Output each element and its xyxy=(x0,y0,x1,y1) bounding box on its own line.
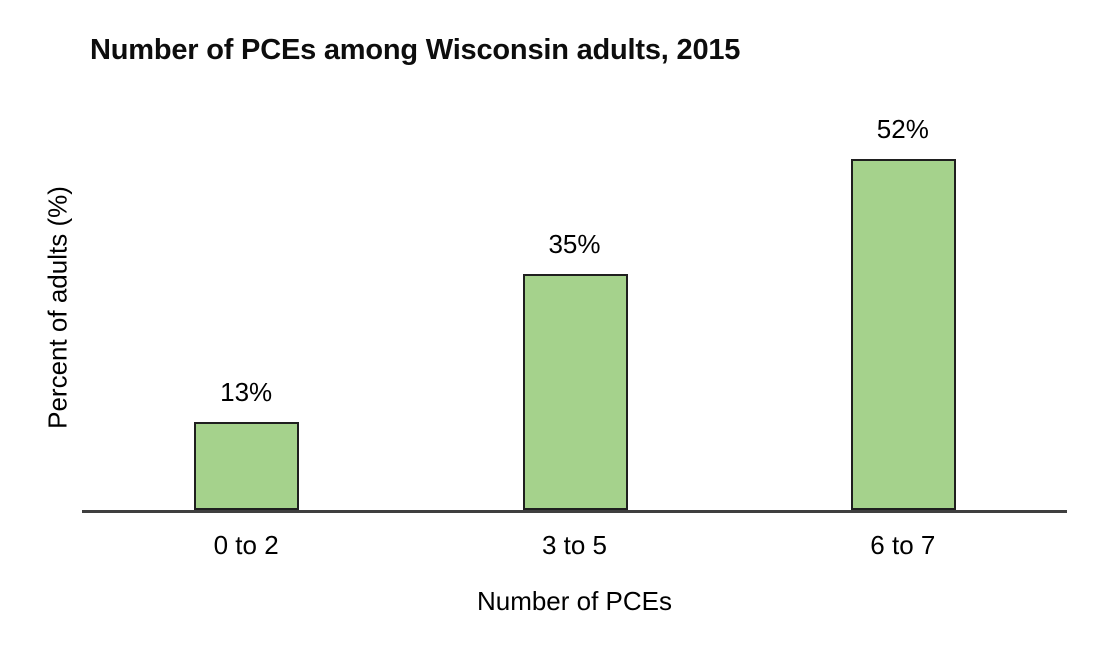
bar xyxy=(194,422,300,510)
bar xyxy=(522,274,628,510)
plot-area: 13% 35% 52% xyxy=(82,110,1067,513)
x-axis-title: Number of PCEs xyxy=(476,586,673,616)
category-label: 3 to 5 xyxy=(541,530,608,560)
chart-title: Number of PCEs among Wisconsin adults, 2… xyxy=(90,34,741,66)
category-label: 6 to 7 xyxy=(870,530,936,560)
bar xyxy=(850,159,956,510)
category-label: 0 to 2 xyxy=(213,530,279,560)
bar-value-label: 13% xyxy=(220,377,273,407)
y-axis-title: Percent of adults (%) xyxy=(42,186,73,429)
bar-value-label: 52% xyxy=(876,114,929,144)
bar-value-label: 35% xyxy=(548,229,601,259)
